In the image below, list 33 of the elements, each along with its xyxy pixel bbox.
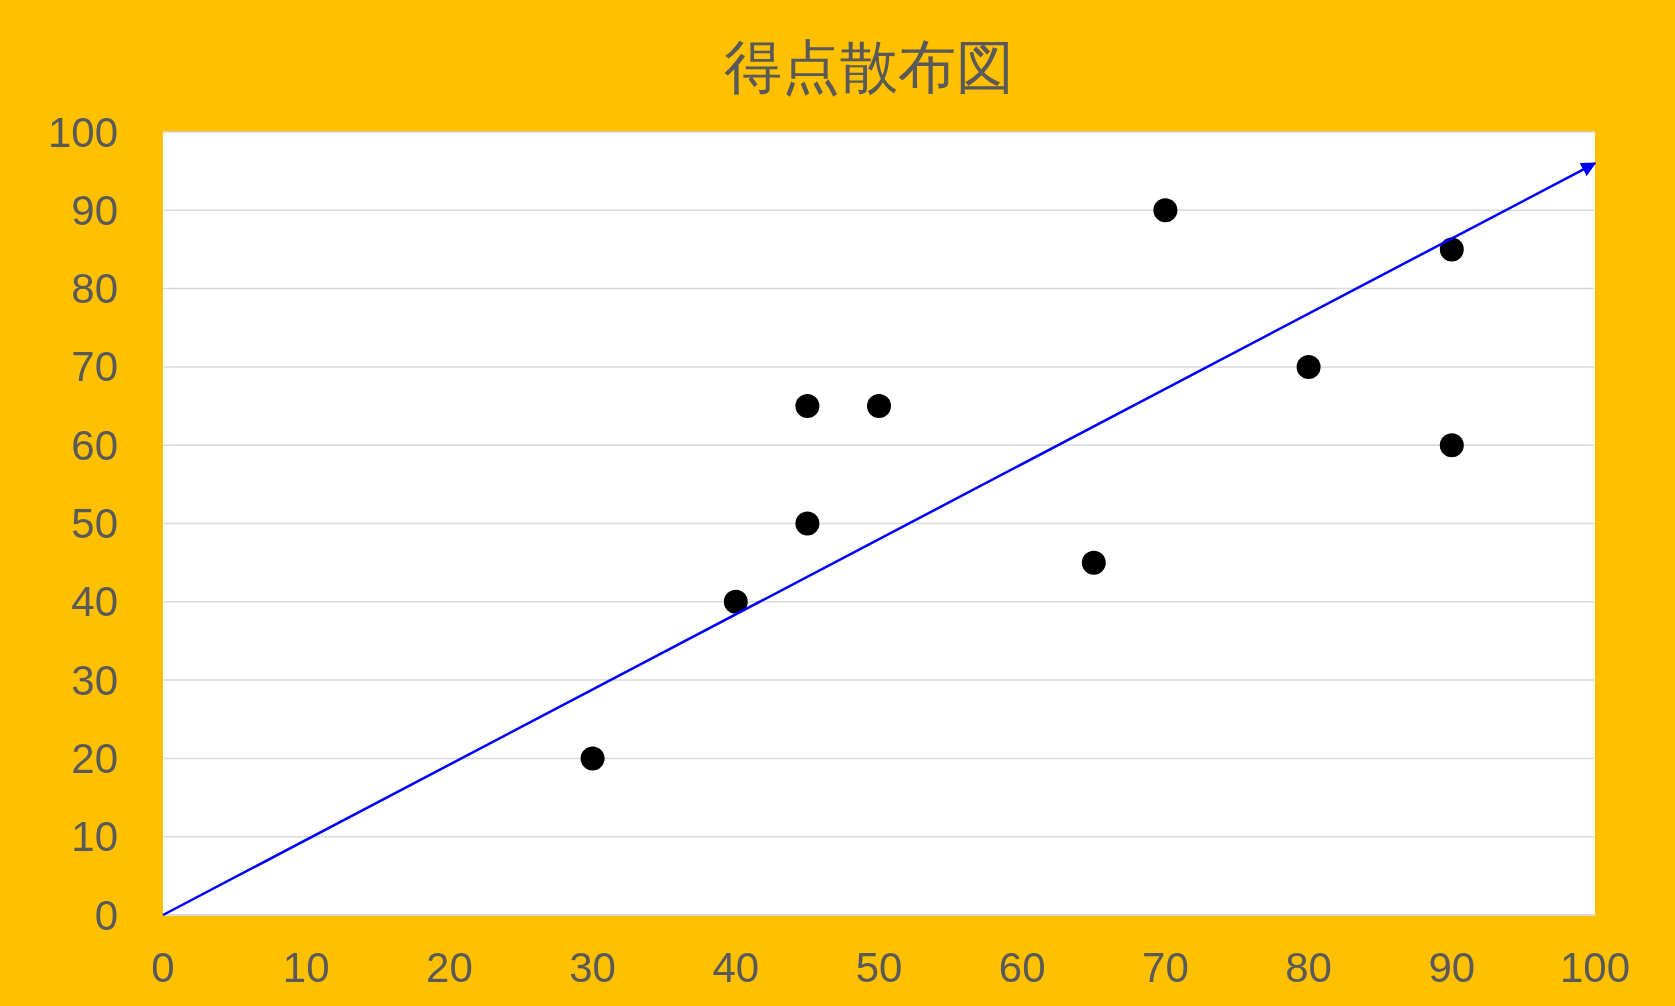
- point: [1439, 237, 1464, 262]
- y-tick-label: 90: [71, 186, 118, 234]
- y-tick-label: 60: [71, 421, 118, 469]
- x-tick-label: 40: [712, 943, 760, 991]
- point: [1081, 550, 1106, 575]
- x-tick-label: 50: [855, 943, 903, 991]
- x-tick-label: 60: [998, 943, 1046, 991]
- point: [795, 511, 820, 536]
- y-tick-label: 100: [47, 108, 118, 156]
- y-tick-label: 30: [71, 656, 118, 704]
- x-tick-label: 0: [151, 943, 175, 991]
- y-tick-label: 70: [71, 343, 118, 391]
- y-tick-label: 40: [71, 578, 118, 626]
- x-tick-label: 90: [1428, 943, 1476, 991]
- x-tick-label: 20: [426, 943, 473, 991]
- point: [795, 394, 820, 419]
- point: [867, 394, 891, 419]
- y-tick-label: 50: [71, 500, 118, 547]
- chart-title: 得点散布図: [724, 33, 1014, 99]
- point: [1439, 433, 1464, 458]
- x-tick-label: 70: [1142, 943, 1189, 991]
- y-tick-label: 0: [94, 891, 118, 939]
- point: [723, 589, 748, 614]
- y-tick-label: 10: [71, 813, 118, 861]
- point: [1296, 354, 1321, 379]
- x-tick-label: 100: [1559, 943, 1631, 991]
- x-tick-label: 80: [1285, 943, 1332, 991]
- y-tick-label: 80: [71, 265, 118, 313]
- x-tick-label: 10: [282, 943, 330, 991]
- y-tick-label: 20: [71, 734, 118, 782]
- x-tick-label: 30: [569, 943, 616, 991]
- point: [1153, 198, 1178, 223]
- point: [580, 746, 605, 771]
